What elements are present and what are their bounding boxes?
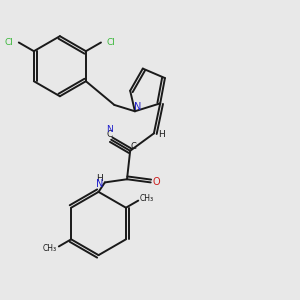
- Text: Cl: Cl: [107, 38, 116, 47]
- Text: CH₃: CH₃: [42, 244, 56, 253]
- Text: N: N: [96, 179, 103, 189]
- Text: N: N: [106, 125, 113, 134]
- Text: N: N: [134, 101, 142, 112]
- Text: C: C: [106, 130, 113, 139]
- Text: Cl: Cl: [4, 38, 13, 47]
- Text: CH₃: CH₃: [140, 194, 154, 202]
- Text: H: H: [158, 130, 165, 140]
- Text: H: H: [97, 174, 103, 183]
- Text: O: O: [153, 177, 160, 188]
- Text: C: C: [130, 142, 136, 151]
